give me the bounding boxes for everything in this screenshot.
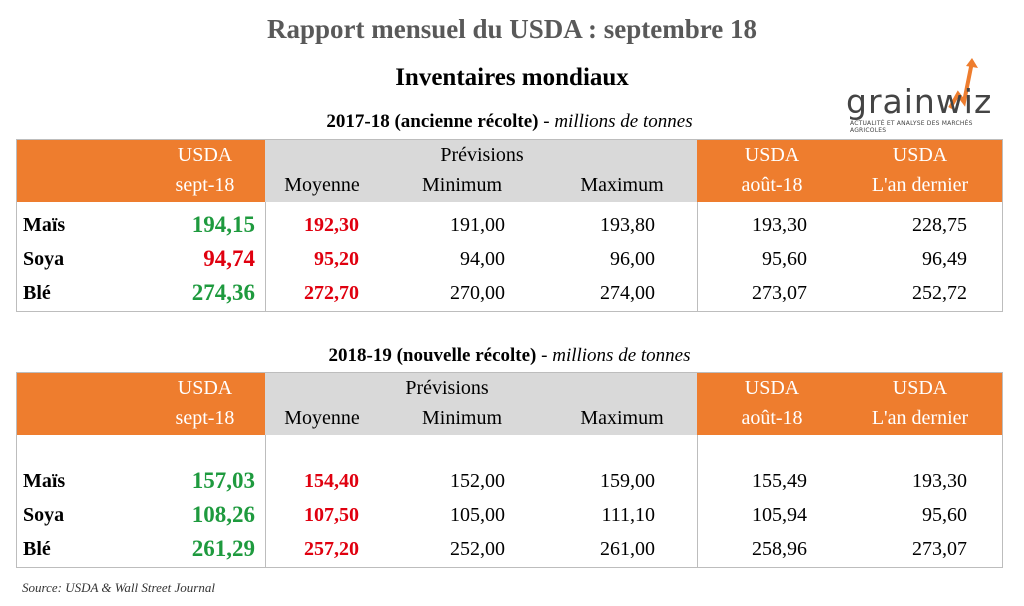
header-usda-label: USDA: [177, 144, 233, 166]
header-usda-sept: [17, 140, 265, 202]
cell-maximum: 193,80: [600, 214, 655, 236]
column-divider: [697, 202, 698, 312]
header-usda-label: USDA: [744, 144, 800, 166]
cell-aout: 258,96: [752, 538, 807, 560]
cell-an-dernier: 252,72: [912, 282, 967, 304]
cell-an-dernier: 193,30: [912, 470, 967, 492]
header-usda-label: USDA: [892, 144, 948, 166]
header-usda-label: USDA: [892, 377, 948, 399]
cell-aout: 105,94: [752, 504, 807, 526]
cell-an-dernier: 273,07: [912, 538, 967, 560]
report-subtitle: Inventaires mondiaux: [395, 64, 629, 91]
cell-minimum: 94,00: [460, 248, 505, 270]
cell-an-dernier: 228,75: [912, 214, 967, 236]
cell-usda-sept: 157,03: [191, 468, 255, 493]
logo-tagline: ACTUALITÉ ET ANALYSE DES MARCHÉS AGRICOL…: [850, 120, 973, 134]
grainwiz-logo: grainwiz ACTUALITÉ ET ANALYSE DES MARCHÉ…: [842, 58, 1002, 134]
header-usda-other: [697, 140, 1002, 202]
cell-moyenne: 107,50: [304, 504, 359, 526]
header-maximum-label: Maximum: [580, 407, 664, 429]
header-minimum-label: Minimum: [421, 174, 502, 196]
cell-maximum: 111,10: [601, 504, 655, 526]
cell-minimum: 152,00: [450, 470, 505, 492]
header-an-dernier-label: L'an dernier: [871, 407, 969, 429]
cell-minimum: 191,00: [450, 214, 505, 236]
header-sept-label: sept-18: [175, 174, 235, 196]
cell-moyenne: 257,20: [304, 538, 359, 560]
header-usda-label: USDA: [744, 377, 800, 399]
logo-wordmark: grainwiz: [846, 82, 993, 121]
cell-moyenne: 154,40: [304, 470, 359, 492]
header-previsions: [265, 373, 697, 435]
cell-usda-sept: 274,36: [191, 280, 255, 305]
cell-minimum: 105,00: [450, 504, 505, 526]
column-divider: [697, 435, 698, 568]
cell-aout: 155,49: [752, 470, 807, 492]
table-2-period: 2018-19 (nouvelle récolte): [328, 345, 537, 366]
inventory-table-2018-19: USDA sept-18 Prévisions Moyenne Minimum …: [16, 372, 1003, 568]
cell-moyenne: 95,20: [314, 248, 359, 270]
inventory-table-2017-18: USDA sept-18 Prévisions Moyenne Minimum …: [16, 139, 1003, 312]
table-1-period: 2017-18 (ancienne récolte): [326, 111, 539, 132]
table-1-title: 2017-18 (ancienne récolte) - millions de…: [16, 111, 1003, 133]
header-usda-label: USDA: [177, 377, 233, 399]
table-2-unit: - millions de tonnes: [541, 345, 691, 366]
cell-maximum: 159,00: [600, 470, 655, 492]
cell-an-dernier: 96,49: [922, 248, 967, 270]
header-moyenne-label: Moyenne: [284, 407, 360, 429]
header-aout-label: août-18: [741, 407, 803, 429]
cell-moyenne: 192,30: [304, 214, 359, 236]
source-note: Source: USDA & Wall Street Journal: [22, 580, 215, 595]
header-usda-other: [697, 373, 1002, 435]
header-minimum-label: Minimum: [421, 407, 502, 429]
header-an-dernier-label: L'an dernier: [871, 174, 969, 196]
row-label: Blé: [23, 282, 51, 304]
cell-minimum: 270,00: [450, 282, 505, 304]
cell-maximum: 96,00: [610, 248, 655, 270]
table-1-unit: - millions de tonnes: [543, 111, 693, 132]
row-label: Blé: [23, 538, 51, 560]
cell-aout: 95,60: [762, 248, 807, 270]
row-label: Soya: [23, 504, 65, 526]
table-2-title: 2018-19 (nouvelle récolte) - millions de…: [16, 345, 1003, 367]
grainwiz-logo-mark: [948, 58, 978, 109]
cell-an-dernier: 95,60: [922, 504, 967, 526]
header-sept-label: sept-18: [175, 407, 235, 429]
row-label: Soya: [23, 248, 65, 270]
report-title: Rapport mensuel du USDA : septembre 18: [266, 14, 758, 44]
cell-usda-sept: 194,15: [191, 212, 255, 237]
header-usda-sept: [17, 373, 265, 435]
row-label: Maïs: [23, 470, 66, 492]
cell-usda-sept: 94,74: [203, 246, 255, 271]
column-divider: [265, 435, 266, 568]
header-moyenne-label: Moyenne: [284, 174, 360, 196]
cell-aout: 193,30: [752, 214, 807, 236]
header-previsions: [265, 140, 697, 202]
header-previsions-label: Prévisions: [440, 144, 524, 166]
column-divider: [265, 202, 266, 312]
header-previsions-label: Prévisions: [405, 377, 489, 399]
cell-maximum: 274,00: [600, 282, 655, 304]
cell-maximum: 261,00: [600, 538, 655, 560]
row-label: Maïs: [23, 214, 66, 236]
cell-moyenne: 272,70: [304, 282, 359, 304]
header-aout-label: août-18: [741, 174, 803, 196]
cell-usda-sept: 108,26: [191, 502, 255, 527]
cell-aout: 273,07: [752, 282, 807, 304]
cell-minimum: 252,00: [450, 538, 505, 560]
header-maximum-label: Maximum: [580, 174, 664, 196]
cell-usda-sept: 261,29: [191, 536, 255, 561]
